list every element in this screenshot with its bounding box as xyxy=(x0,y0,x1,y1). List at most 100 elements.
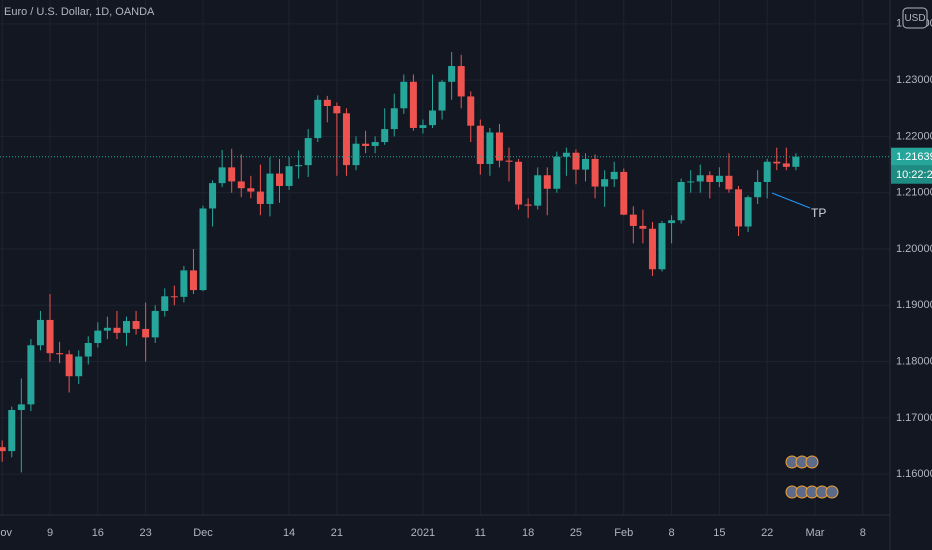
candle-body xyxy=(65,354,73,377)
currency-label[interactable]: USD xyxy=(904,13,925,24)
candle-body xyxy=(419,125,427,128)
candle-body xyxy=(744,197,752,227)
candle-body xyxy=(562,152,570,157)
candle-body xyxy=(648,228,656,270)
candle-body xyxy=(323,99,331,107)
y-tick-label: 1.23000 xyxy=(896,74,932,86)
candle-body xyxy=(792,156,800,167)
y-tick-label: 1.22000 xyxy=(896,130,932,142)
event-icon xyxy=(825,485,839,499)
candle-body xyxy=(285,166,293,186)
candle-body xyxy=(429,110,437,126)
candle-body xyxy=(486,132,494,164)
candle-body xyxy=(132,321,140,329)
x-tick-label: 15 xyxy=(713,527,725,539)
candle-body xyxy=(170,296,178,298)
x-tick-label: 21 xyxy=(331,527,343,539)
x-tick-label: 8 xyxy=(860,527,866,539)
x-tick-label: 9 xyxy=(47,527,53,539)
candle-body xyxy=(687,181,695,183)
x-tick-label: Dec xyxy=(193,527,213,539)
candle-body xyxy=(304,138,312,166)
candle-body xyxy=(247,188,255,192)
candle-body xyxy=(46,319,54,354)
annotation: TP xyxy=(811,206,826,220)
currency-button[interactable] xyxy=(902,7,928,29)
y-tick-label: 1.20000 xyxy=(896,243,932,255)
x-tick-label: Mar xyxy=(806,527,825,539)
candle-body xyxy=(218,167,226,184)
candle-body xyxy=(438,81,446,111)
x-tick-label: 2021 xyxy=(411,527,435,539)
y-tick-label: 1.17000 xyxy=(896,412,932,424)
x-tick-label: 23 xyxy=(140,527,152,539)
trend-line xyxy=(771,192,811,209)
last-price-box xyxy=(891,147,932,166)
x-tick-label: 14 xyxy=(283,527,295,539)
price-marker: 1.21639 10:22:28 xyxy=(0,147,932,184)
candle-body xyxy=(75,356,83,377)
x-tick-label: 18 xyxy=(522,527,534,539)
y-tick-label: 1.19000 xyxy=(896,299,932,311)
candle-body xyxy=(266,173,274,204)
candle-body xyxy=(572,152,580,170)
candle-body xyxy=(476,125,484,164)
candle-body xyxy=(610,171,618,180)
candle-body xyxy=(725,175,733,190)
candle-body xyxy=(17,404,25,411)
candle-body xyxy=(553,156,561,189)
candle-body xyxy=(56,353,64,355)
candle-body xyxy=(639,225,647,229)
candle-body xyxy=(371,142,379,146)
x-tick-label: 8 xyxy=(669,527,675,539)
candle-body xyxy=(276,173,284,186)
candle-body xyxy=(409,81,417,128)
candle-body xyxy=(591,158,599,187)
candle-body xyxy=(629,214,637,226)
candle-body xyxy=(0,447,6,452)
candle-body xyxy=(773,161,781,164)
candle-body xyxy=(381,129,389,143)
x-tick-label: 22 xyxy=(761,527,773,539)
candle-body xyxy=(524,204,532,206)
candle-body xyxy=(362,143,370,146)
last-price-label: 1.21639 xyxy=(896,151,932,163)
countdown-box xyxy=(891,165,932,184)
x-tick-label: 16 xyxy=(92,527,104,539)
candle-body xyxy=(256,191,264,204)
candle-body xyxy=(237,181,245,189)
candle-body xyxy=(189,270,197,291)
candle-body xyxy=(735,189,743,227)
x-tick-label: 25 xyxy=(570,527,582,539)
x-tick-label: Feb xyxy=(614,527,633,539)
event-icons xyxy=(785,455,839,499)
candle-body xyxy=(199,208,207,291)
candle-body xyxy=(36,319,44,346)
candle-body xyxy=(715,175,723,183)
candle-body xyxy=(582,158,590,170)
candle-body xyxy=(209,183,217,209)
x-tick-label: Nov xyxy=(0,527,12,539)
candle-body xyxy=(94,330,102,344)
candle-body xyxy=(352,143,360,166)
candle-body xyxy=(763,161,771,183)
candle-body xyxy=(505,160,513,162)
event-icon xyxy=(805,455,819,469)
axes: 1.16000 1.17000 1.18000 1.19000 1.20000 1.210… xyxy=(0,18,932,539)
candle-body xyxy=(333,106,341,114)
candle-body xyxy=(103,327,111,331)
candle-body xyxy=(84,343,92,357)
candle-body xyxy=(706,175,714,183)
candle-body xyxy=(515,161,523,205)
candle-body xyxy=(677,182,685,221)
candle-body xyxy=(180,270,188,297)
candle-body xyxy=(543,175,551,189)
candle-body xyxy=(658,223,666,270)
candle-body xyxy=(400,81,408,109)
y-tick-label: 1.16000 xyxy=(896,468,932,480)
candle-body xyxy=(495,132,503,161)
candle-body xyxy=(668,220,676,224)
chart-title: Euro / U.S. Dollar, 1D, OANDA xyxy=(4,6,155,18)
